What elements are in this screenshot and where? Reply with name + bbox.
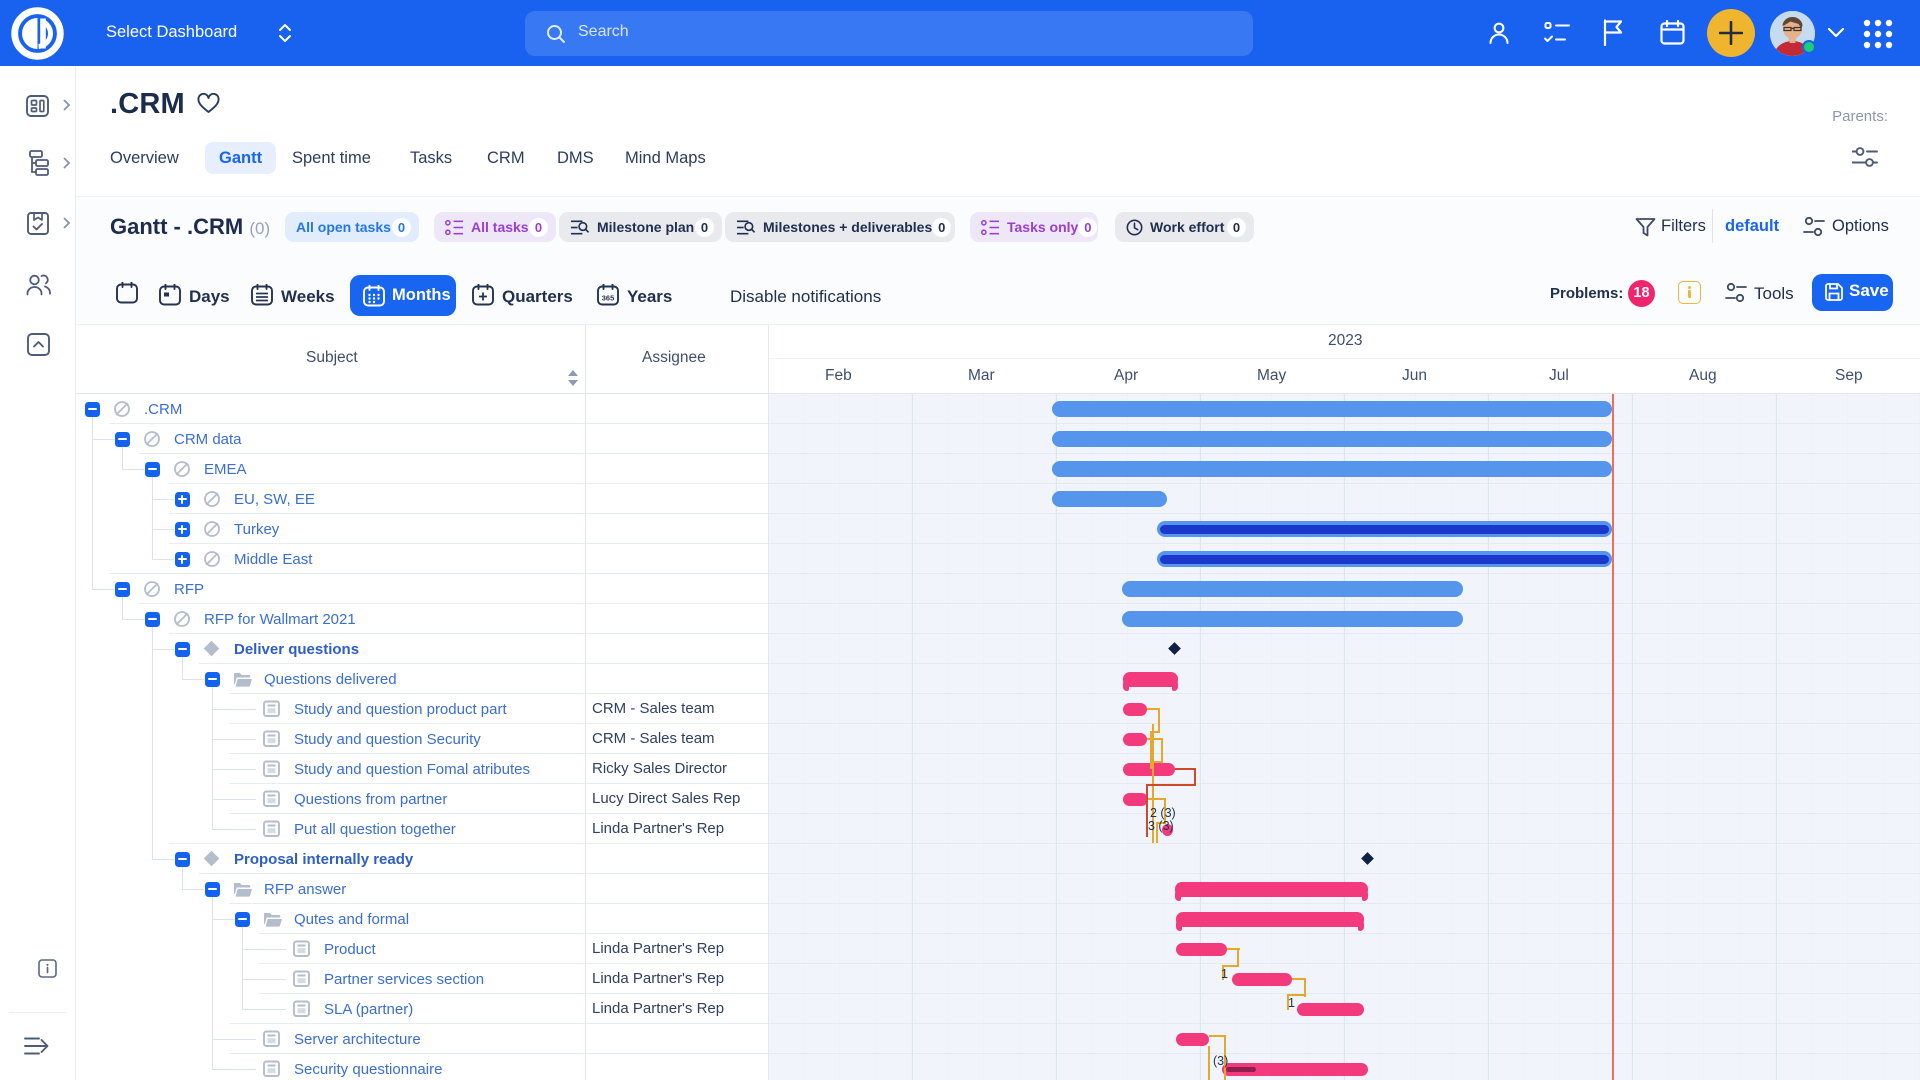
svg-text:365: 365 bbox=[602, 294, 615, 303]
